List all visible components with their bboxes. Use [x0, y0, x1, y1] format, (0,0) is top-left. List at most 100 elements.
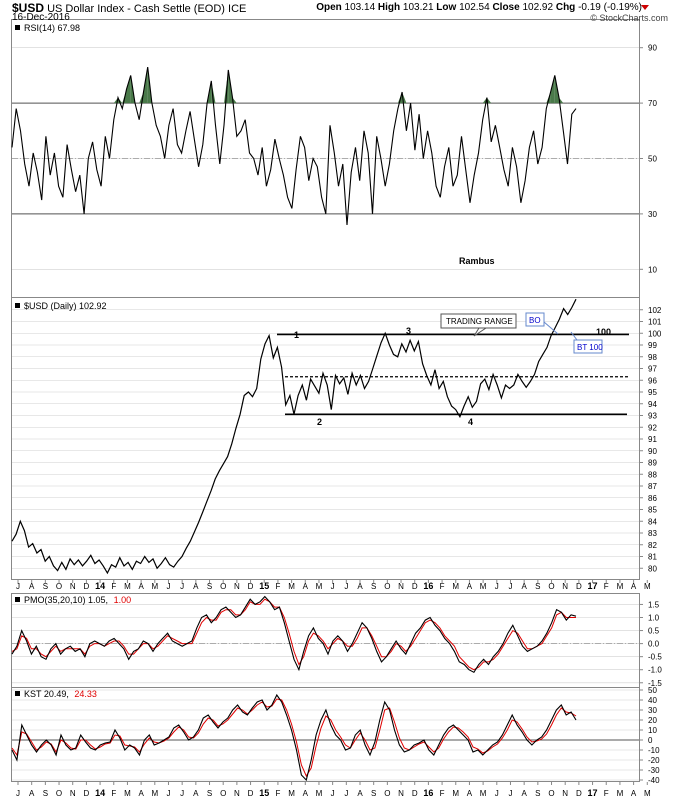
- trading-range-callout: TRADING RANGE: [440, 313, 517, 337]
- bt100-callout: BT 100: [570, 331, 603, 354]
- x-axis-label: 17: [588, 788, 598, 798]
- pmo-tick-label: 0.5: [648, 627, 660, 636]
- x-axis-label: A: [521, 789, 527, 798]
- x-axis-label: O: [548, 582, 554, 591]
- price-tick-label: 92: [648, 423, 657, 432]
- price-panel: [11, 297, 640, 580]
- high-value: 103.21: [402, 2, 434, 13]
- price-tick-label: 95: [648, 388, 657, 397]
- x-axis-label: D: [412, 582, 418, 591]
- bo-callout: BO: [525, 312, 559, 335]
- low-value: 102.54: [459, 2, 490, 13]
- x-axis-label: A: [138, 582, 144, 591]
- x-axis-label: A: [631, 582, 637, 591]
- price-tick-label: 82: [648, 541, 657, 550]
- rsi-overbought-fill: [486, 97, 492, 104]
- low-label: Low: [436, 2, 457, 13]
- x-axis-label: M: [151, 582, 158, 591]
- pmo-legend-text: PMO(35,20,10) 1.05,: [24, 595, 108, 605]
- rsi-overbought-fill: [550, 75, 555, 104]
- x-axis-label: M: [480, 582, 487, 591]
- x-axis-label: S: [535, 582, 540, 591]
- x-axis-label: M: [288, 582, 295, 591]
- price-tick-label: 98: [648, 353, 657, 362]
- x-axis-label: M: [452, 789, 459, 798]
- x-axis-label: 17: [588, 581, 598, 591]
- peak-label-3: 3: [406, 326, 411, 336]
- chg-value: -0.19 (-0.19%): [578, 2, 642, 13]
- x-axis-label: S: [371, 789, 376, 798]
- price-tick-label: 85: [648, 506, 657, 515]
- kst-tick-label: -10: [648, 746, 660, 755]
- x-axis-label: J: [180, 789, 184, 798]
- kst-legend-text: KST 20.49,: [24, 689, 69, 699]
- price-x-axis: J A S O N D 14 F M A M J J A S O N D 15 F M A M J J A S O N D 16 F M A M J J…: [16, 580, 651, 591]
- x-axis-label: A: [303, 789, 309, 798]
- price-tick-label: 97: [648, 365, 657, 374]
- kst-tick-label: 0: [648, 736, 653, 745]
- pmo-line: [11, 595, 577, 674]
- rsi-tick-label: 10: [648, 265, 657, 274]
- x-axis-label: M: [124, 582, 131, 591]
- level-100-label: 100: [596, 327, 611, 337]
- chg-label: Chg: [555, 2, 576, 13]
- x-axis-label: M: [617, 789, 624, 798]
- x-axis-label: F: [275, 582, 280, 591]
- rsi-tick-label: 50: [648, 155, 657, 164]
- x-axis-label: 16: [423, 581, 433, 591]
- x-axis-label: A: [357, 789, 363, 798]
- x-axis-label: O: [56, 582, 62, 591]
- kst-tick-label: -20: [648, 756, 660, 765]
- pmo-tick-label: 0.0: [648, 640, 660, 649]
- x-axis-label: D: [84, 789, 90, 798]
- trough-label-2: 2: [317, 417, 322, 427]
- open-value: 103.14: [344, 2, 376, 13]
- rsi-overbought-fill: [546, 92, 551, 104]
- x-axis-label: F: [440, 789, 445, 798]
- x-axis-label: N: [398, 582, 404, 591]
- symbol: $USD: [12, 1, 45, 15]
- price-tick-label: 84: [648, 517, 657, 526]
- x-axis-label: J: [344, 582, 348, 591]
- x-axis-label: S: [207, 582, 212, 591]
- x-axis-label: M: [644, 582, 651, 591]
- x-axis-label: N: [70, 582, 76, 591]
- price-tick-label: 96: [648, 376, 657, 385]
- kst-line: [11, 693, 577, 782]
- x-axis-label: A: [467, 582, 473, 591]
- x-axis-label: D: [576, 582, 582, 591]
- rsi-line: [11, 67, 577, 226]
- x-axis-label: M: [288, 789, 295, 798]
- rsi-legend: RSI(14) 67.98: [15, 23, 80, 33]
- x-axis-label: M: [316, 789, 323, 798]
- price-line: [11, 298, 577, 575]
- x-axis-label: N: [562, 582, 568, 591]
- kst-signal-line: [11, 698, 577, 778]
- price-tick-label: 93: [648, 412, 657, 421]
- price-tick-label: 91: [648, 435, 657, 444]
- chart-date: 16-Dec-2016: [12, 12, 70, 23]
- rsi-tick-label: 70: [648, 99, 657, 108]
- price-tick-label: 100: [648, 329, 662, 338]
- x-axis-label: J: [344, 789, 348, 798]
- x-axis-label: J: [16, 789, 20, 798]
- x-axis-label: D: [84, 582, 90, 591]
- kst-signal-legend: 24.33: [74, 689, 97, 699]
- x-axis-label: S: [535, 789, 540, 798]
- peak-label-1: 1: [294, 330, 299, 340]
- x-axis-label: J: [495, 789, 499, 798]
- x-axis-label: N: [234, 789, 240, 798]
- price-tick-label: 88: [648, 470, 657, 479]
- price-legend: $USD (Daily) 102.92: [15, 301, 107, 311]
- price-tick-label: 90: [648, 447, 657, 456]
- pmo-panel: [11, 593, 640, 688]
- x-axis-label: O: [548, 789, 554, 798]
- rsi-overbought-fill: [397, 92, 403, 104]
- rsi-overbought-fill: [126, 75, 131, 104]
- x-axis-label: S: [207, 789, 212, 798]
- x-axis-label: 14: [95, 788, 105, 798]
- instrument-name: US Dollar Index - Cash Settle (EOD) ICE: [47, 3, 247, 15]
- x-axis-label: J: [508, 789, 512, 798]
- x-axis-label: 14: [95, 581, 105, 591]
- chart-title: $USD US Dollar Index - Cash Settle (EOD)…: [12, 1, 246, 15]
